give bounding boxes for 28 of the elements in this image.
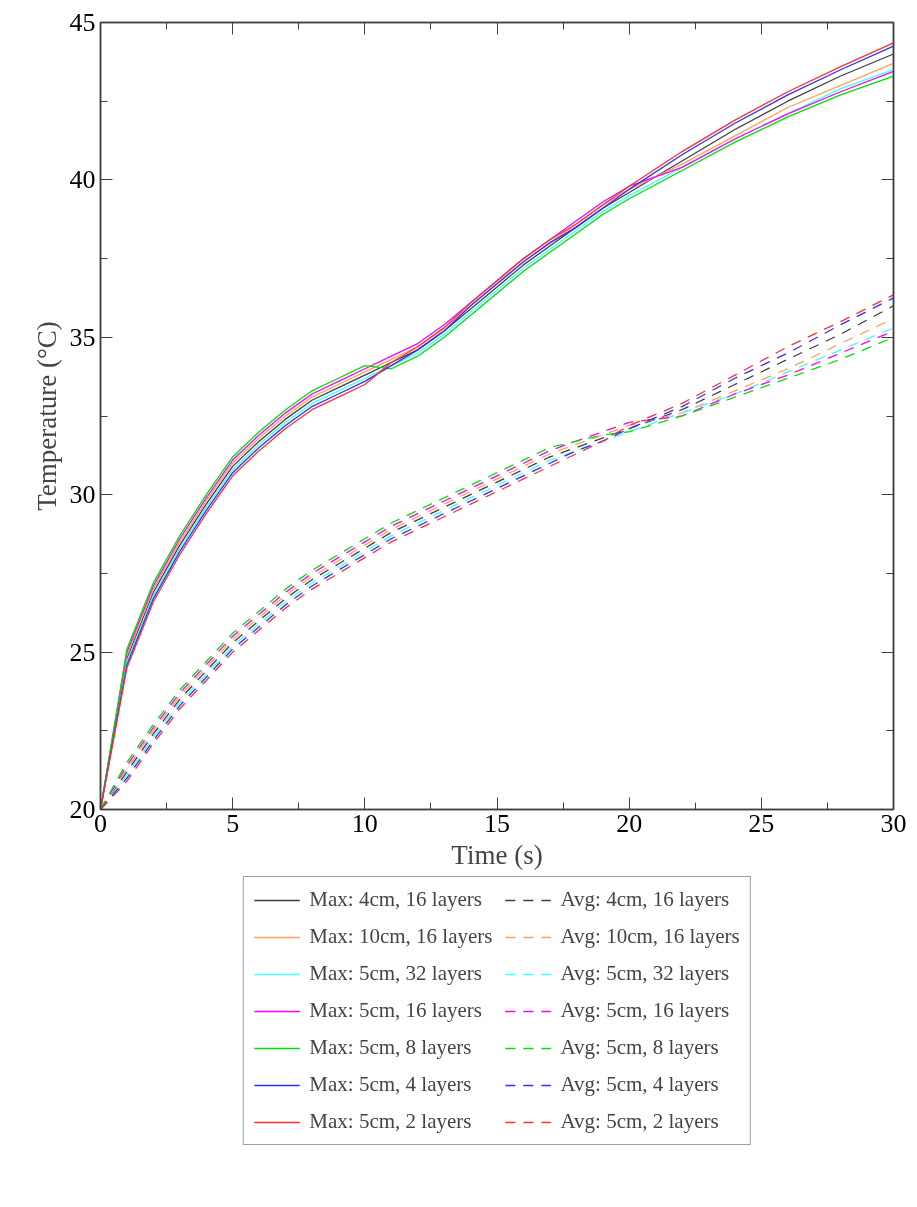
x-tick-label: 5 [226, 808, 240, 838]
legend-label: Avg: 5cm, 32 layers [560, 961, 730, 986]
legend-label: Avg: 5cm, 4 layers [560, 1072, 719, 1097]
legend-label: Avg: 5cm, 8 layers [560, 1035, 719, 1060]
x-axis-title: Time (s) [451, 839, 543, 870]
legend-label: Max: 5cm, 4 layers [309, 1072, 472, 1097]
y-tick-label: 40 [69, 165, 96, 195]
legend-label: Max: 4cm, 16 layers [309, 887, 482, 912]
y-tick-label: 30 [69, 480, 96, 510]
legend-label: Max: 5cm, 32 layers [309, 961, 482, 986]
legend-label: Avg: 5cm, 16 layers [560, 998, 730, 1023]
legend-label: Avg: 5cm, 2 layers [560, 1109, 719, 1134]
x-tick-label: 20 [616, 808, 643, 838]
x-tick-label: 0 [94, 808, 107, 838]
x-tick-label: 15 [484, 808, 510, 838]
legend-label: Avg: 4cm, 16 layers [560, 887, 730, 912]
legend-label: Max: 5cm, 16 layers [309, 998, 482, 1023]
legend-label: Max: 5cm, 2 layers [309, 1109, 472, 1134]
x-tick-label: 30 [880, 808, 907, 838]
y-tick-label: 25 [69, 637, 96, 667]
y-tick-label: 35 [69, 322, 96, 352]
y-tick-label: 45 [69, 8, 96, 37]
x-tick-label: 10 [351, 808, 378, 838]
legend-label: Avg: 10cm, 16 layers [560, 924, 740, 949]
legend-label: Max: 10cm, 16 layers [309, 924, 493, 949]
y-axis-title: Temperature (°C) [31, 321, 62, 511]
legend-label: Max: 5cm, 8 layers [309, 1035, 472, 1060]
x-tick-label: 25 [748, 808, 775, 838]
